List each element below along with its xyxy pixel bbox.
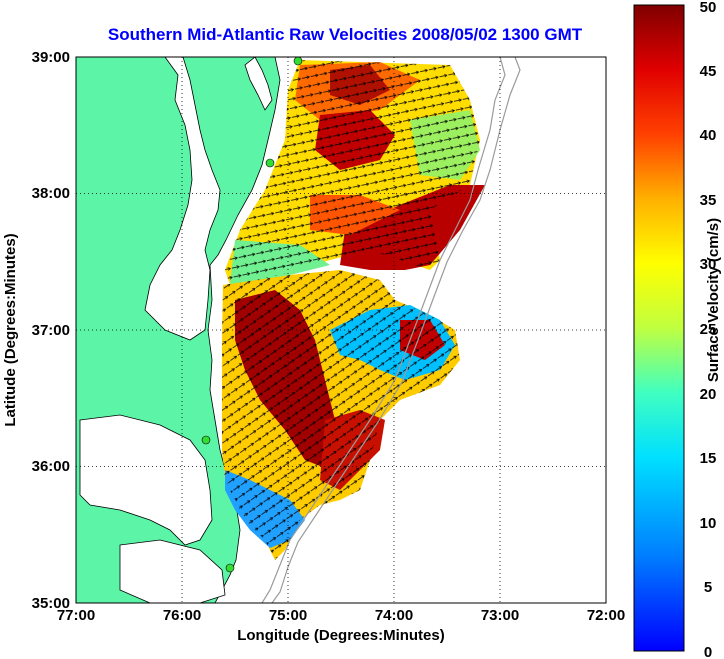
colorbar-tick-label: 15 — [700, 450, 717, 467]
velocity-field — [222, 60, 485, 560]
colorbar-ticks: 0 5 10 15 20 25 30 35 40 45 50 — [700, 0, 717, 659]
colorbar-tick-label: 20 — [700, 386, 717, 403]
x-tick-labels: 77:00 76:00 75:00 74:00 73:00 72:00 — [57, 607, 625, 624]
x-tick-label: 73:00 — [481, 607, 519, 624]
figure-title: Southern Mid-Atlantic Raw Velocities 200… — [108, 25, 583, 44]
x-tick-label: 77:00 — [57, 607, 95, 624]
y-tick-label: 35:00 — [32, 595, 70, 612]
y-tick-label: 38:00 — [32, 185, 70, 202]
colorbar-tick-label: 40 — [700, 127, 717, 144]
colorbar-tick-label: 30 — [700, 256, 717, 273]
map-grid — [76, 57, 606, 603]
colorbar-tick-label: 5 — [704, 579, 712, 596]
y-axis-label: Latitude (Degrees:Minutes) — [2, 233, 19, 426]
delaware-bay — [244, 57, 273, 111]
chesapeake-bay — [144, 57, 221, 341]
y-tick-labels: 39:00 38:00 37:00 36:00 35:00 — [32, 49, 70, 612]
colorbar-tick-label: 45 — [700, 63, 717, 80]
pamlico-sound — [119, 539, 226, 603]
x-tick-label: 74:00 — [375, 607, 413, 624]
colorbar-tick-label: 0 — [704, 644, 712, 659]
colorbar-label: Surface Velocity (cm/s) — [705, 218, 722, 382]
colorbar-tick-label: 35 — [700, 192, 717, 209]
hf-radar-stations — [201, 57, 303, 573]
albemarle-sound — [79, 414, 213, 546]
y-tick-label: 36:00 — [32, 458, 70, 475]
colorbar-tick-label: 10 — [700, 515, 717, 532]
x-tick-label: 76:00 — [163, 607, 201, 624]
station-marker — [293, 57, 303, 66]
colorbar-tick-label: 50 — [700, 0, 717, 16]
station-marker — [201, 435, 211, 445]
colorbar — [633, 4, 685, 652]
x-tick-label: 72:00 — [587, 607, 625, 624]
x-tick-label: 75:00 — [269, 607, 307, 624]
y-tick-label: 39:00 — [32, 49, 70, 66]
station-marker — [225, 563, 235, 573]
station-marker — [265, 158, 275, 168]
y-tick-label: 37:00 — [32, 322, 70, 339]
x-axis-label: Longitude (Degrees:Minutes) — [237, 627, 445, 644]
colorbar-tick-label: 25 — [700, 321, 717, 338]
